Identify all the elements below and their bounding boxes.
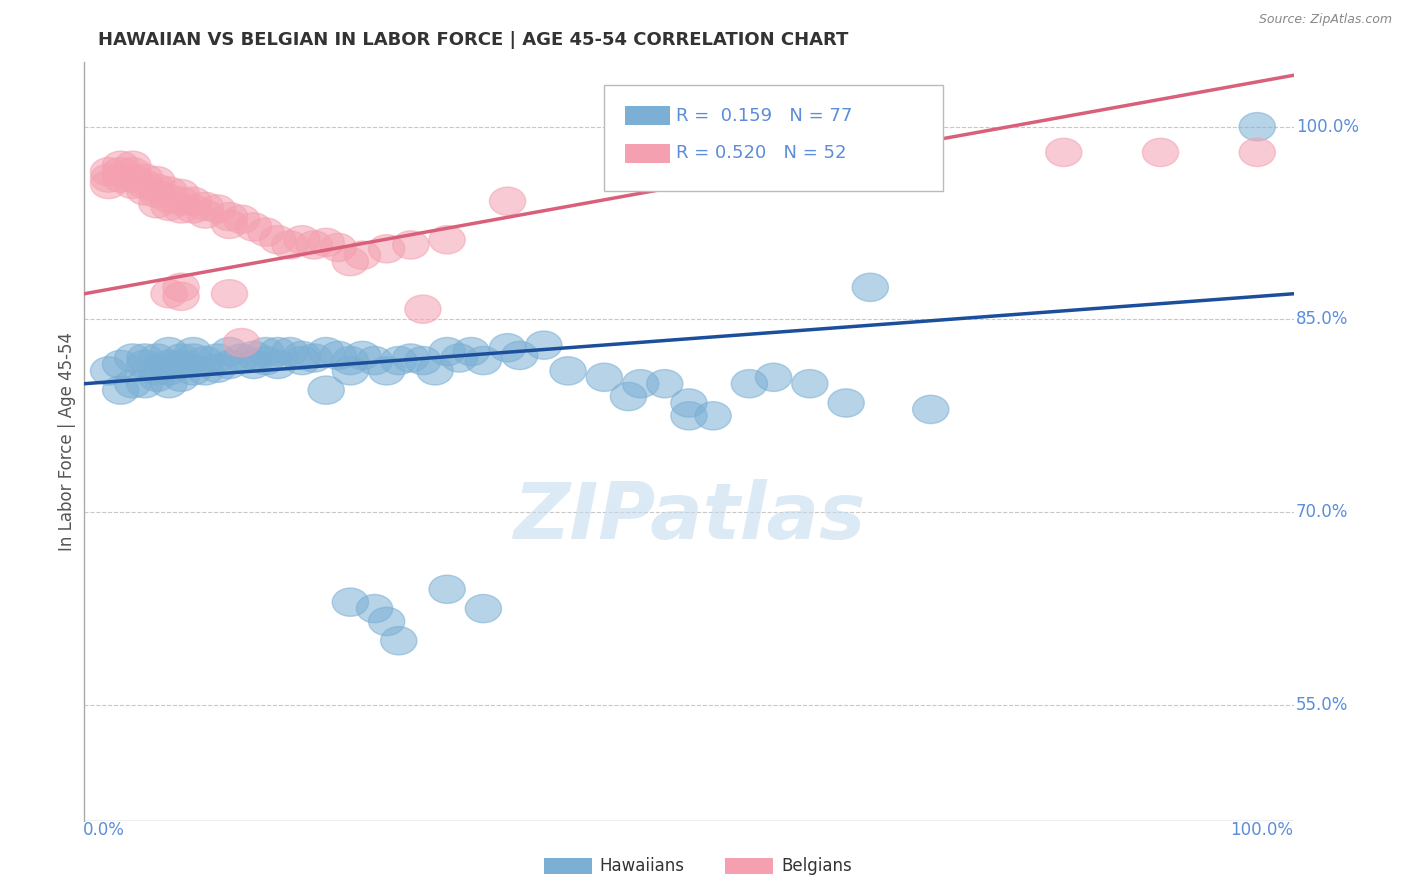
Text: 85.0%: 85.0% — [1296, 310, 1348, 328]
Text: 0.0%: 0.0% — [83, 821, 125, 838]
Text: Source: ZipAtlas.com: Source: ZipAtlas.com — [1258, 13, 1392, 27]
Text: Hawaiians: Hawaiians — [600, 857, 685, 875]
FancyBboxPatch shape — [725, 858, 773, 874]
Text: 100.0%: 100.0% — [1230, 821, 1294, 838]
Text: 100.0%: 100.0% — [1296, 118, 1360, 136]
FancyBboxPatch shape — [544, 858, 592, 874]
Text: ZIPatlas: ZIPatlas — [513, 479, 865, 556]
Text: Belgians: Belgians — [782, 857, 852, 875]
FancyBboxPatch shape — [605, 85, 943, 191]
FancyBboxPatch shape — [624, 106, 671, 125]
Y-axis label: In Labor Force | Age 45-54: In Labor Force | Age 45-54 — [58, 332, 76, 551]
Text: 55.0%: 55.0% — [1296, 696, 1348, 714]
Text: 70.0%: 70.0% — [1296, 503, 1348, 521]
Text: HAWAIIAN VS BELGIAN IN LABOR FORCE | AGE 45-54 CORRELATION CHART: HAWAIIAN VS BELGIAN IN LABOR FORCE | AGE… — [98, 31, 849, 49]
Text: R =  0.159   N = 77: R = 0.159 N = 77 — [676, 106, 852, 125]
FancyBboxPatch shape — [624, 144, 671, 163]
Text: R = 0.520   N = 52: R = 0.520 N = 52 — [676, 145, 846, 162]
